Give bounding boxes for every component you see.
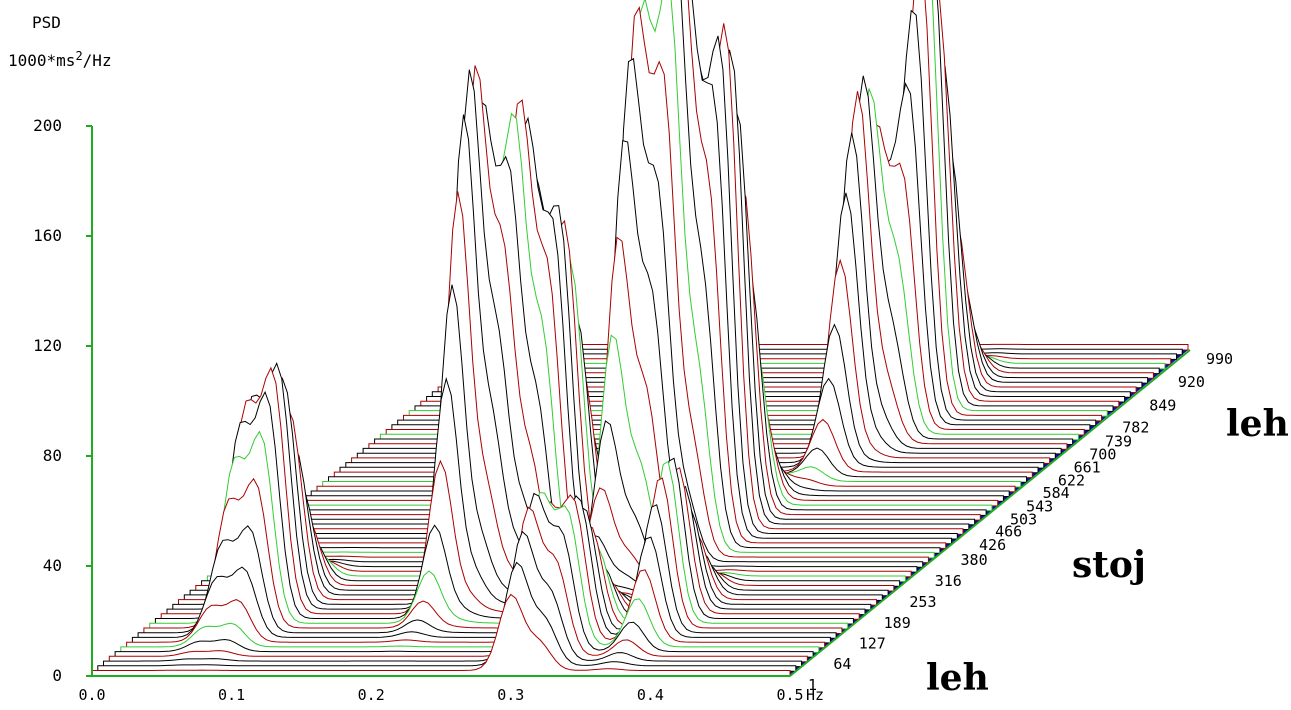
y-tick-label: 0 bbox=[52, 666, 62, 685]
z-tick-label: 380 bbox=[961, 551, 988, 569]
spectrum-line bbox=[97, 561, 797, 672]
z-tick-label: 739 bbox=[1105, 433, 1132, 451]
segment-label-front: leh bbox=[926, 657, 989, 699]
y-label-units-suffix: /Hz bbox=[83, 51, 112, 70]
y-label-units-sup: 2 bbox=[75, 49, 82, 63]
spectral-lines bbox=[91, 0, 1189, 677]
y-tick-label: 80 bbox=[43, 446, 62, 465]
z-tick-label: 253 bbox=[909, 593, 936, 611]
spectrum-line bbox=[108, 506, 808, 663]
z-tick-label: 622 bbox=[1058, 471, 1085, 489]
x-tick-label: 0.0 bbox=[78, 686, 105, 704]
y-tick-label: 200 bbox=[33, 116, 62, 135]
z-tick-label: 849 bbox=[1149, 396, 1176, 414]
spectrum-line bbox=[114, 492, 814, 658]
spectrum-line bbox=[235, 0, 935, 559]
y-label-psd: PSD bbox=[32, 13, 61, 32]
z-tick-label: 127 bbox=[859, 634, 886, 652]
z-tick-label: 782 bbox=[1122, 419, 1149, 437]
z-tick-label: 920 bbox=[1178, 373, 1205, 391]
z-tick-label: 189 bbox=[884, 614, 911, 632]
z-tick-label: 661 bbox=[1074, 458, 1101, 476]
spectrum-line bbox=[103, 530, 802, 668]
x-tick-label: 0.3 bbox=[497, 686, 524, 704]
tick-labels: 0 40 80 120 160 200 0.0 0.1 0.2 0.3 0.4 0.5 Hz1 64 127… bbox=[33, 116, 1233, 704]
segment-label-middle: stoj bbox=[1072, 544, 1146, 586]
z-tick-label: 64 bbox=[833, 655, 851, 673]
y-tick-label: 40 bbox=[43, 556, 62, 575]
spectrum-line bbox=[91, 593, 791, 677]
z-tick-label: 584 bbox=[1043, 484, 1070, 502]
spectrum-line bbox=[224, 57, 924, 568]
spectrum-line bbox=[126, 494, 826, 649]
z-tick-label: 316 bbox=[935, 572, 962, 590]
z-tick-label: 1 bbox=[808, 676, 817, 694]
y-label-units-prefix: 1000*ms bbox=[8, 51, 75, 70]
y-label-units: 1000*ms2/Hz bbox=[8, 49, 112, 70]
z-tick-label: 700 bbox=[1089, 446, 1116, 464]
x-tick-label: 0.1 bbox=[218, 686, 245, 704]
y-tick-label: 160 bbox=[33, 226, 62, 245]
z-tick-label: 543 bbox=[1026, 497, 1053, 515]
z-tick-label: 503 bbox=[1010, 511, 1037, 529]
y-tick-label: 120 bbox=[33, 336, 62, 355]
spectrum-line bbox=[120, 491, 820, 653]
z-axis-line bbox=[789, 349, 1191, 677]
x-unit-label: Hz bbox=[806, 686, 824, 704]
segment-label-back: leh bbox=[1226, 403, 1289, 445]
z-tick-label: 426 bbox=[979, 536, 1006, 554]
z-tick-label: 466 bbox=[995, 523, 1022, 541]
spectrum-line bbox=[229, 5, 929, 564]
x-tick-label: 0.2 bbox=[358, 686, 385, 704]
axes bbox=[91, 126, 1191, 677]
x-tick-label: 0.5 bbox=[776, 686, 803, 704]
z-tick-label: 990 bbox=[1206, 350, 1233, 368]
x-tick-label: 0.4 bbox=[637, 686, 664, 704]
